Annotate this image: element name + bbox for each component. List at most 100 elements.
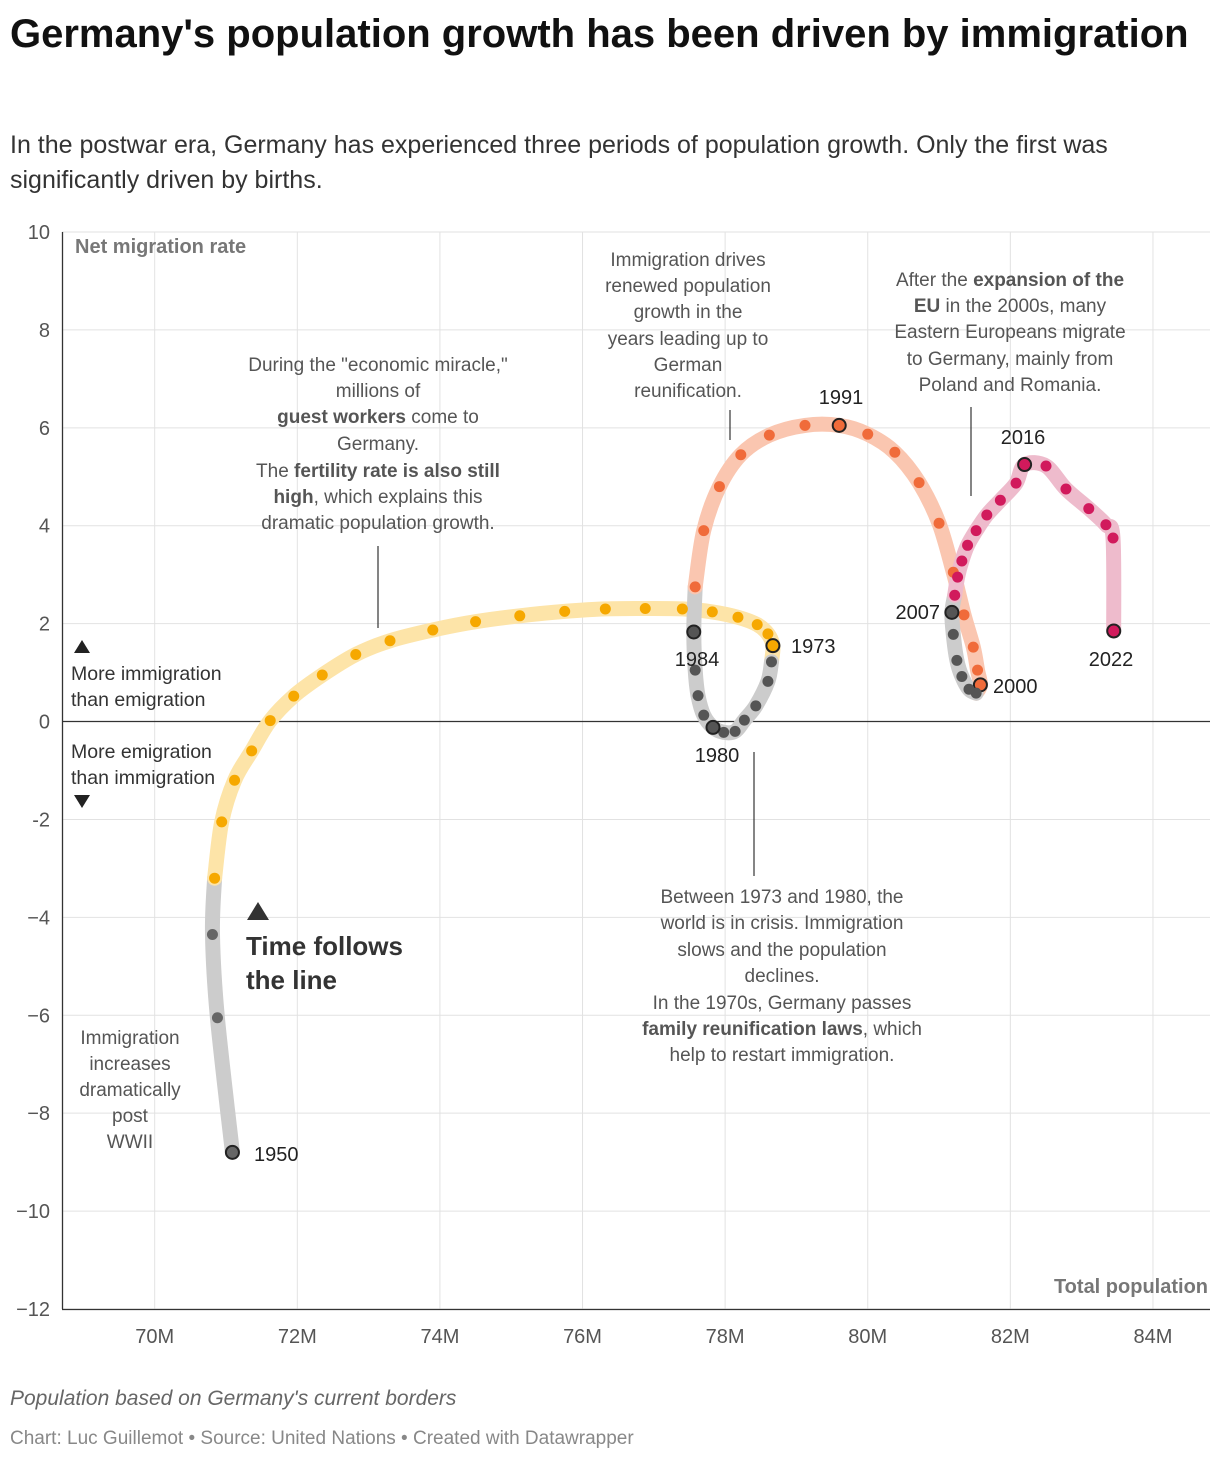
data-point bbox=[229, 774, 241, 786]
miracle-note-line: guest workers come to bbox=[277, 407, 479, 428]
data-point bbox=[216, 816, 228, 828]
data-point bbox=[706, 606, 718, 618]
postwar-note-line: WWII bbox=[107, 1132, 153, 1153]
reunification-note-line: growth in the bbox=[634, 302, 743, 323]
y-tick-label: 10 bbox=[28, 222, 50, 244]
gridlines bbox=[62, 231, 1210, 1310]
miracle-note-text: come to bbox=[406, 407, 479, 428]
y-tick-label: 8 bbox=[39, 320, 50, 342]
miracle-annotation: During the "economic miracle," millions … bbox=[248, 355, 508, 534]
labeled-data-point bbox=[705, 719, 721, 735]
eu-note-text: in the 2000s, many bbox=[940, 296, 1106, 317]
data-point bbox=[718, 726, 730, 738]
x-tick-label: 70M bbox=[135, 1326, 174, 1348]
reunification-note-line: renewed population bbox=[605, 276, 771, 297]
eu-annotation: After the expansion of the EU in the 200… bbox=[894, 270, 1125, 396]
data-point bbox=[209, 872, 221, 884]
postwar-note-line: increases bbox=[89, 1054, 170, 1075]
x-axis-title: Total population bbox=[1054, 1276, 1208, 1298]
reunification-note-line: German bbox=[654, 355, 723, 376]
eu-note-line: to Germany, mainly from bbox=[907, 349, 1114, 370]
data-point bbox=[970, 525, 982, 537]
eu-note-bold: expansion of the bbox=[973, 270, 1124, 291]
data-point bbox=[933, 517, 945, 529]
data-point bbox=[765, 656, 777, 668]
year-label-1973: 1973 bbox=[791, 636, 836, 658]
crisis-annotation: Between 1973 and 1980, the world is in c… bbox=[642, 887, 922, 1066]
x-tick-label: 74M bbox=[420, 1326, 459, 1348]
labeled-data-point bbox=[831, 417, 847, 433]
data-point bbox=[514, 610, 526, 622]
data-point bbox=[994, 494, 1006, 506]
data-point bbox=[1083, 503, 1095, 515]
data-point bbox=[735, 449, 747, 461]
eu-note-line: Poland and Romania. bbox=[919, 375, 1102, 396]
series-line bbox=[207, 600, 781, 886]
data-point bbox=[750, 700, 762, 712]
y-tick-label: −8 bbox=[27, 1103, 50, 1125]
x-tick-label: 72M bbox=[278, 1326, 317, 1348]
year-label-2000: 2000 bbox=[993, 676, 1038, 698]
data-point bbox=[862, 428, 874, 440]
reunification-note-line: Immigration drives bbox=[610, 250, 765, 271]
labeled-data-point bbox=[944, 604, 960, 620]
data-point bbox=[729, 725, 741, 737]
eu-note-bold: EU bbox=[914, 296, 940, 317]
y-tick-label: -2 bbox=[32, 809, 50, 831]
postwar-annotation: Immigration increases dramatically post … bbox=[79, 1028, 181, 1153]
data-point bbox=[738, 714, 750, 726]
x-tick-label: 80M bbox=[848, 1326, 887, 1348]
data-point bbox=[963, 683, 975, 695]
more-emigration-label-2: than immigration bbox=[71, 767, 215, 789]
reunification-note-line: years leading up to bbox=[608, 329, 769, 350]
data-point bbox=[211, 1012, 223, 1024]
miracle-note-text: The bbox=[256, 461, 294, 482]
miracle-note-bold: high bbox=[273, 487, 313, 508]
year-label-2022: 2022 bbox=[1089, 649, 1134, 671]
up-triangle-icon bbox=[74, 640, 90, 653]
data-point bbox=[288, 690, 300, 702]
data-point bbox=[956, 671, 968, 683]
series-line bbox=[687, 416, 988, 701]
data-point bbox=[967, 641, 979, 653]
miracle-note-line: high, which explains this bbox=[273, 487, 482, 508]
data-point bbox=[762, 675, 774, 687]
data-point bbox=[246, 745, 258, 757]
data-point bbox=[689, 664, 701, 676]
miracle-note-text: , which explains this bbox=[314, 487, 483, 508]
x-tick-label: 76M bbox=[563, 1326, 602, 1348]
data-point bbox=[762, 628, 774, 640]
data-point bbox=[692, 690, 704, 702]
data-point bbox=[958, 609, 970, 621]
data-point bbox=[599, 603, 611, 615]
labeled-data-point bbox=[224, 1144, 240, 1160]
data-point bbox=[1107, 532, 1119, 544]
data-point bbox=[713, 481, 725, 493]
year-label-1984: 1984 bbox=[675, 649, 720, 671]
crisis-note-text: , which bbox=[863, 1019, 922, 1040]
data-point bbox=[799, 419, 811, 431]
data-point bbox=[972, 664, 984, 676]
miracle-note-line: millions of bbox=[336, 381, 421, 402]
annotation-connectors bbox=[377, 407, 972, 876]
more-immigration-label-2: than emigration bbox=[71, 689, 205, 711]
labeled-data-point bbox=[765, 638, 781, 654]
crisis-note-line: help to restart immigration. bbox=[670, 1045, 895, 1066]
data-point bbox=[264, 715, 276, 727]
reunification-note-line: reunification. bbox=[634, 381, 742, 402]
year-label-2016: 2016 bbox=[1001, 427, 1046, 449]
eu-note-line: Eastern Europeans migrate bbox=[894, 322, 1125, 343]
y-tick-label: −12 bbox=[16, 1299, 50, 1321]
y-tick-label: −4 bbox=[27, 907, 50, 929]
series-line bbox=[204, 870, 240, 1160]
year-label-1950: 1950 bbox=[254, 1144, 299, 1166]
data-point bbox=[751, 619, 763, 631]
axis-ticks: 10 8 6 4 2 0 -2 −4 −6 −8 −10 −12 70M 72M 74M 76M 78M 80M 8… bbox=[16, 222, 1172, 1348]
year-label-2007: 2007 bbox=[896, 602, 941, 624]
direction-labels: More immigration than emigration More em… bbox=[71, 640, 222, 808]
x-tick-label: 82M bbox=[991, 1326, 1030, 1348]
crisis-note-line: slows and the population bbox=[677, 940, 886, 961]
data-point bbox=[350, 648, 362, 660]
data-point bbox=[689, 581, 701, 593]
data-point bbox=[947, 628, 959, 640]
